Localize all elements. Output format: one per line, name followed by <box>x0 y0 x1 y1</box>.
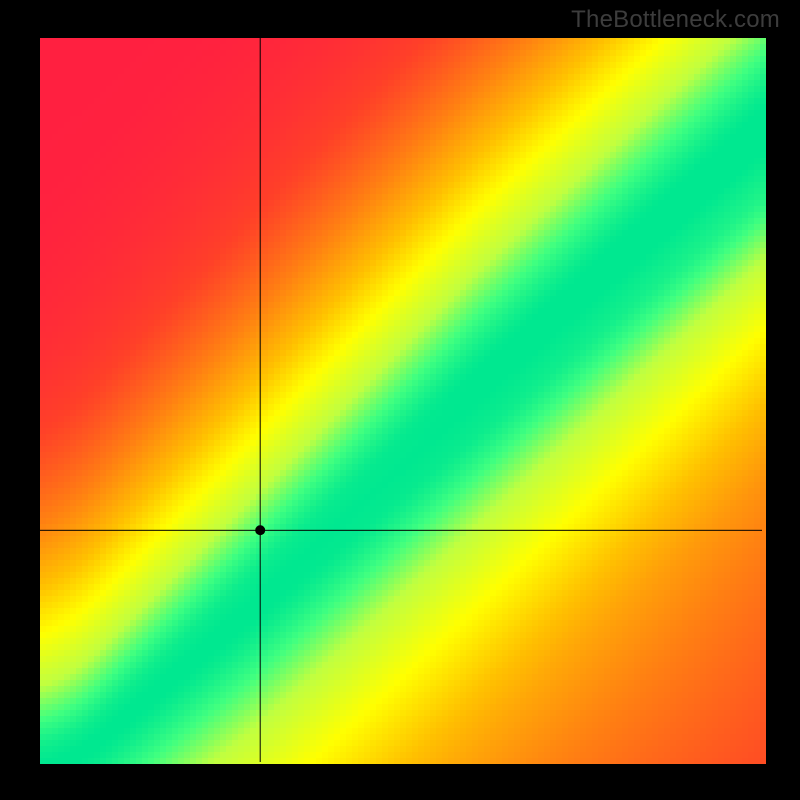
bottleneck-heatmap <box>0 0 800 800</box>
chart-container: TheBottleneck.com <box>0 0 800 800</box>
watermark-text: TheBottleneck.com <box>571 6 780 34</box>
